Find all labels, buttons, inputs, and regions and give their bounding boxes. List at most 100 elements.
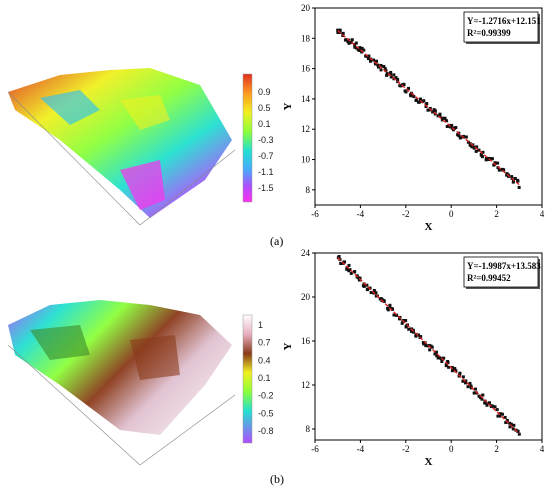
scatter-point xyxy=(479,152,483,156)
colorbar-tick-label: -1.1 xyxy=(258,167,274,177)
scatter-point xyxy=(468,143,472,147)
scatter-point xyxy=(396,77,400,81)
scatter-point xyxy=(358,46,362,50)
scatter-point xyxy=(402,83,406,87)
scatter-point xyxy=(438,114,442,118)
scatter-point xyxy=(406,86,410,90)
scatter-point xyxy=(517,432,521,436)
colorbar-tick-label: -0.3 xyxy=(258,135,274,145)
scatter-point xyxy=(394,76,398,80)
colorbar-tick-label: 0.4 xyxy=(258,355,271,365)
y-tick-label: 12 xyxy=(301,124,310,134)
scatter-point xyxy=(341,31,345,35)
scatter-point xyxy=(508,421,512,425)
colorbar-a xyxy=(242,73,253,203)
scatter-point xyxy=(443,116,447,120)
scatter-point xyxy=(379,68,383,72)
scatter-point xyxy=(424,344,428,348)
scatter-point xyxy=(394,313,398,317)
scatter-point xyxy=(402,319,406,323)
y-tick-label: 20 xyxy=(301,3,311,13)
scatter-point xyxy=(365,283,369,287)
scatter-point xyxy=(340,261,344,265)
scatter-point xyxy=(352,270,356,274)
x-tick-label: 2 xyxy=(494,209,499,219)
scatter-point xyxy=(354,41,358,45)
scatter-point xyxy=(347,41,351,45)
scatter-point xyxy=(433,109,437,113)
scatter-point xyxy=(404,318,408,322)
scatter-point xyxy=(497,168,501,172)
scatter-point xyxy=(410,329,414,333)
scatter-point xyxy=(474,149,478,153)
scatter-point xyxy=(470,145,474,149)
scatter-point xyxy=(511,427,515,431)
scatter-point xyxy=(353,45,357,49)
scatter-point xyxy=(384,69,388,73)
scatter-point xyxy=(358,276,362,280)
plot-frame xyxy=(314,7,543,206)
y-tick-label: 12 xyxy=(301,380,310,390)
scatter-point xyxy=(391,307,395,311)
scatter-point xyxy=(464,135,468,139)
scatter-point xyxy=(431,110,435,114)
scatter-point xyxy=(382,299,386,303)
scatter-point xyxy=(469,384,473,388)
scatter-point xyxy=(337,254,341,258)
scatter-point xyxy=(458,136,462,140)
annotation-box xyxy=(463,11,539,43)
scatter-point xyxy=(447,365,451,369)
scatter-point xyxy=(511,180,515,184)
scatter-point xyxy=(376,63,380,67)
surface-plot-a: 0.9 0.5 0.1 -0.3 -0.7 -1.1 -1.5 xyxy=(7,68,274,226)
scatter-point xyxy=(382,64,386,68)
scatter-point xyxy=(516,429,520,433)
x-tick-label: 0 xyxy=(449,444,454,454)
y-axis-label: Y xyxy=(282,342,294,350)
scatter-point xyxy=(339,261,343,265)
scatter-point xyxy=(487,401,491,405)
scatter-point xyxy=(500,412,504,416)
scatter-point xyxy=(481,393,485,397)
scatter-point xyxy=(422,99,426,103)
annotation-text: R²=0.99452 xyxy=(467,273,511,283)
scatter-point xyxy=(388,304,392,308)
scatter-point xyxy=(454,125,458,129)
annotation-text: Y=-1.2716x+12.151 xyxy=(467,16,541,26)
scatter-point xyxy=(428,348,432,352)
colorbar-tick-label: -1.5 xyxy=(258,183,274,193)
x-tick-label: 4 xyxy=(540,209,545,219)
scatter-point xyxy=(430,345,434,349)
y-tick-label: 10 xyxy=(301,155,311,165)
scatter-point xyxy=(461,379,465,383)
scatter-point xyxy=(503,415,507,419)
scatter-point xyxy=(461,375,465,379)
panel-label-a: (a) xyxy=(270,234,284,248)
surface-b-shape xyxy=(8,300,232,435)
scatter-point xyxy=(440,359,444,363)
y-tick-label: 16 xyxy=(301,64,311,74)
x-tick-label: 0 xyxy=(449,209,454,219)
scatter-point xyxy=(504,420,508,424)
x-axis-label: X xyxy=(425,221,433,233)
y-tick-label: 20 xyxy=(301,292,311,302)
colorbar-tick-label: 0.1 xyxy=(258,119,271,129)
scatter-point xyxy=(509,422,513,426)
colorbar-tick-label: 0.7 xyxy=(258,338,271,348)
scatter-point xyxy=(492,163,496,167)
scatter-point xyxy=(445,124,449,128)
scatter-point xyxy=(366,57,370,61)
x-tick-label: -6 xyxy=(311,444,319,454)
scatter-point xyxy=(485,157,489,161)
scatter-point xyxy=(513,176,517,180)
colorbar-tick-label: 0.1 xyxy=(258,373,271,383)
scatter-point xyxy=(496,161,500,165)
x-tick-label: -2 xyxy=(402,444,410,454)
colorbar-tick-label: 0.5 xyxy=(258,103,271,113)
scatter-point xyxy=(505,418,509,422)
scatter-point xyxy=(338,28,342,32)
scatter-point xyxy=(508,425,512,429)
y-tick-label: 24 xyxy=(301,248,311,258)
scatter-point xyxy=(372,288,376,292)
scatter-point xyxy=(357,278,361,282)
